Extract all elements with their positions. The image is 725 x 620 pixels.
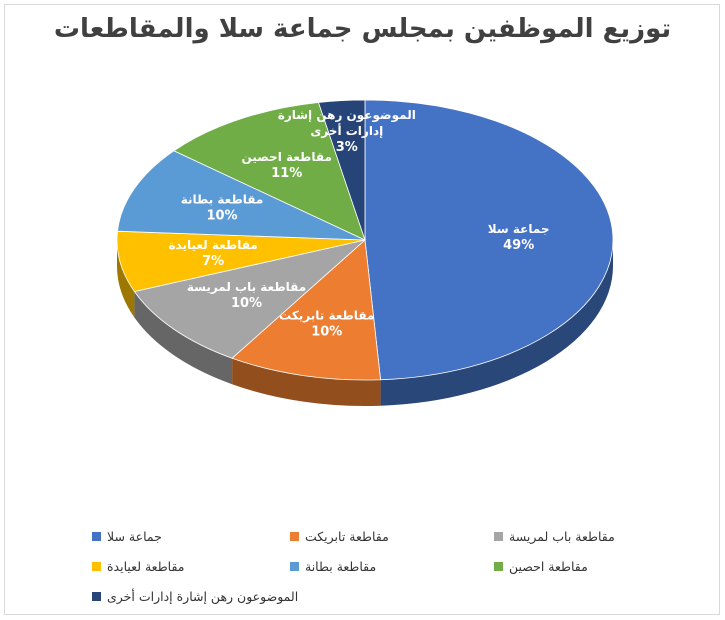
chart-title: توزيع الموظفين بمجلس جماعة سلا والمقاطعا… [53,14,672,44]
pie-slice-3[interactable] [133,239,367,359]
slice-category-label: مقاطعة لعيايدة [168,238,257,252]
pie-slice-4[interactable] [116,230,366,292]
slice-value-label: 10% [206,209,237,224]
pie-side-2 [232,358,381,407]
slice-category-label: مقاطعة باب لمريسة [187,280,306,294]
slice-category-label: مقاطعة تابريكت [279,309,374,323]
pie-slice-7[interactable] [317,99,366,241]
slice-category-label: إدارات أخرى [310,123,383,138]
slice-value-label: 11% [271,166,302,181]
slice-value-label: 3% [336,140,358,155]
slice-value-label: 10% [231,296,262,311]
pie-slice-2[interactable] [231,239,382,381]
pie-side-4 [117,240,135,318]
pie-side-1 [380,240,613,406]
slice-value-label: 49% [503,238,534,253]
pie-slice-1[interactable] [364,99,614,381]
pie-slice-5[interactable] [117,150,366,241]
slice-value-label: 7% [202,254,224,269]
slice-category-label: الموضوعون رهن إشارة [278,108,416,123]
slice-category-label: مقاطعة احصين [242,150,332,164]
pie-slice-6[interactable] [173,102,366,241]
slice-category-label: جماعة سلا [488,222,550,236]
pie-side-3 [134,291,233,385]
slice-category-label: مقاطعة بطانة [181,193,264,207]
slice-value-label: 10% [311,325,342,340]
